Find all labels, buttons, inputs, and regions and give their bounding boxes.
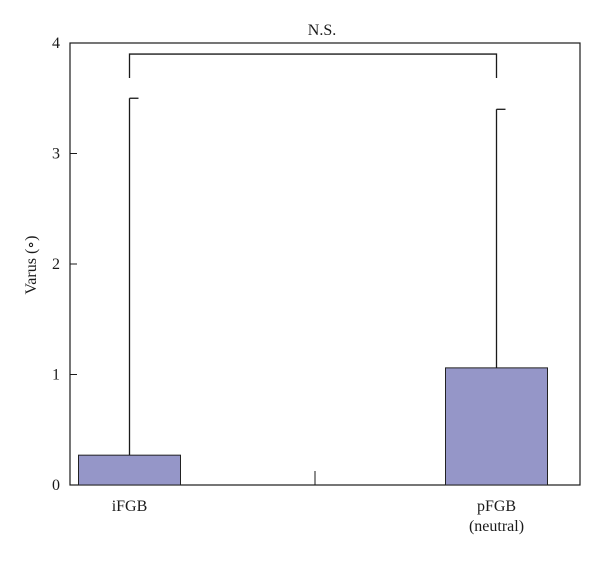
- annotations: N.S.: [128, 22, 498, 79]
- x-axis-labels: iFGB pFGB (neutral): [112, 498, 524, 535]
- x-category-label-2: pFGB (neutral): [469, 498, 524, 535]
- significance-bracket: [128, 53, 498, 79]
- x-category-label-1: iFGB: [112, 498, 148, 515]
- y-tick-label: 2: [52, 256, 60, 273]
- y-tick-label: 3: [52, 146, 60, 163]
- y-tick-label: 4: [52, 35, 60, 52]
- y-axis-ticks: 0 1 2 3 4: [52, 35, 316, 494]
- y-axis-label: Varus (∘): [23, 236, 40, 295]
- y-tick-label: 0: [52, 477, 60, 494]
- significance-label: N.S.: [308, 22, 336, 39]
- bar-1: [78, 454, 181, 486]
- bar-2: [445, 367, 548, 486]
- error-bars: [128, 97, 506, 456]
- y-tick-label: 1: [52, 367, 60, 384]
- bars: [78, 367, 548, 486]
